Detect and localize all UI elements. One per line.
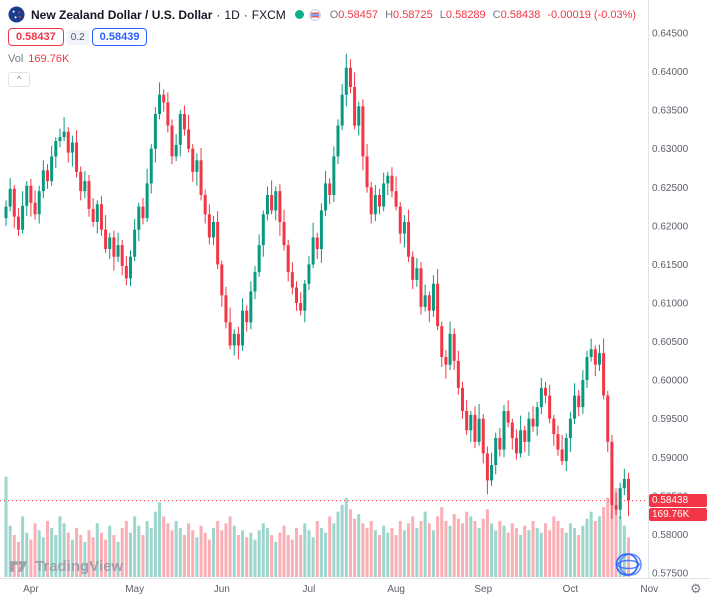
buy-button[interactable]: 0.58439 — [91, 28, 148, 46]
time-axis-labels: Apr May Jun Jul Aug Sep Oct Nov — [23, 584, 658, 595]
price-tick-label: 0.59500 — [652, 414, 689, 425]
close-value: 0.58438 — [500, 8, 541, 21]
month-tick-label: Nov — [640, 584, 658, 595]
symbol-title[interactable]: New Zealand Dollar / U.S. Dollar — [31, 7, 213, 22]
month-tick-label: Jul — [303, 584, 316, 595]
tradingview-watermark: TradingView — [8, 556, 123, 577]
price-tick-label: 0.62500 — [652, 183, 689, 194]
separator: · — [216, 7, 221, 22]
price-tick-label: 0.64500 — [652, 29, 689, 40]
volume-value: 169.76K — [28, 53, 70, 65]
interval-label[interactable]: 1D — [224, 7, 240, 22]
month-tick-label: Sep — [474, 584, 492, 595]
ohlc-values: O 0.58457 H 0.58725 L 0.58289 C 0.58438 -0.0… — [323, 9, 636, 21]
high-value: 0.58725 — [393, 8, 433, 21]
open-value: 0.58457 — [338, 8, 379, 21]
low-value: 0.58289 — [445, 8, 486, 21]
month-tick-label: Aug — [387, 584, 405, 595]
collapse-legend-button[interactable]: ^ — [8, 72, 30, 87]
price-tick-label: 0.64000 — [652, 67, 689, 78]
close-label: C — [492, 8, 501, 21]
price-tick-label: 0.60000 — [652, 376, 689, 387]
candles-layer — [4, 53, 630, 519]
volume-layer — [4, 465, 630, 577]
legend: New Zealand Dollar / U.S. Dollar · 1D · … — [8, 6, 636, 87]
month-tick-label: Apr — [23, 584, 39, 595]
watermark-text: TradingView — [35, 558, 124, 575]
separator: · — [243, 7, 248, 22]
market-status-icon — [294, 10, 304, 19]
price-tick-label: 0.60500 — [652, 337, 689, 348]
price-tick-label: 0.59000 — [652, 453, 689, 464]
price-tick-label: 0.63000 — [652, 144, 689, 155]
month-tick-label: Jun — [214, 584, 230, 595]
price-tick-label: 0.63500 — [652, 106, 689, 117]
sell-button[interactable]: 0.58437 — [8, 28, 64, 46]
symbol-logo-icon — [8, 6, 25, 23]
price-tick-label: 0.62000 — [652, 221, 689, 232]
price-tick-label: 0.57500 — [652, 569, 689, 580]
spread-value: 0.2 — [66, 29, 89, 45]
price-tick-label: 0.58000 — [652, 530, 689, 541]
settings-gear-icon[interactable]: ⚙ — [690, 581, 702, 596]
change-value: -0.00019 (-0.03%) — [547, 8, 637, 21]
high-label: H — [385, 8, 394, 21]
volume-legend: Vol 169.76K — [8, 53, 636, 65]
low-label: L — [439, 8, 446, 21]
price-tick-label: 0.61000 — [652, 299, 689, 310]
data-source-flag-icon — [308, 8, 321, 21]
open-label: O — [329, 8, 339, 21]
tradingview-logo-icon — [9, 561, 28, 572]
month-tick-label: May — [125, 584, 144, 595]
volume-badge: 169.76K — [649, 508, 707, 521]
bid-ask-row: 0.58437 0.2 0.58439 — [8, 28, 636, 46]
month-tick-label: Oct — [563, 584, 579, 595]
symbol-row: New Zealand Dollar / U.S. Dollar · 1D · … — [8, 6, 636, 23]
volume-label: Vol — [8, 53, 24, 65]
price-tick-label: 0.61500 — [652, 260, 689, 271]
last-price-badge: 0.58438 — [649, 494, 707, 507]
exchange-label: FXCM — [251, 7, 286, 22]
globe-icon[interactable] — [612, 551, 648, 583]
time-axis[interactable] — [0, 578, 648, 600]
